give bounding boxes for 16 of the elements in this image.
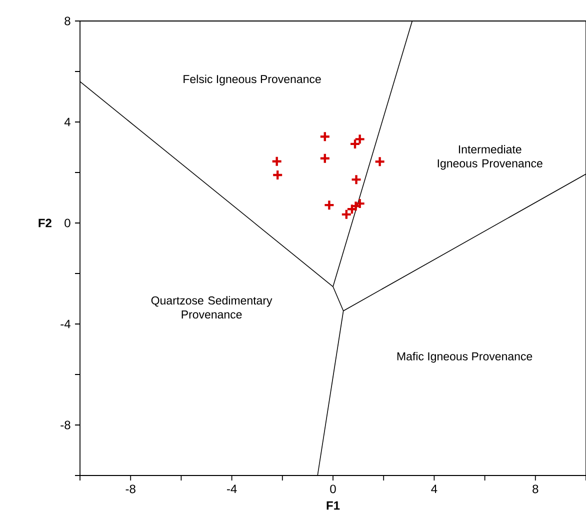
annotation: Quartzose Sedimentary Provenance [151,296,272,319]
x-tick-label: -8 [126,484,136,494]
x-axis-title: F1 [326,501,340,510]
y-tick-label: -4 [60,320,70,328]
y-tick-label: 4 [64,118,70,126]
x-tick-label: -4 [227,484,237,493]
x-tick-label: 8 [532,484,538,494]
annotation: Felsic Igneous Provenance [184,74,321,86]
y-tick-label: 8 [64,16,70,26]
annotation: Mafic Igneous Provenance [397,352,532,363]
y-axis-title: F2 [38,218,52,228]
x-tick-label: 0 [330,484,336,494]
y-tick-label: -8 [60,420,70,430]
y-tick-label: 0 [64,218,70,228]
x-tick-label: 4 [431,484,438,493]
annotation: Intermediate Igneous Provenance [438,144,542,170]
